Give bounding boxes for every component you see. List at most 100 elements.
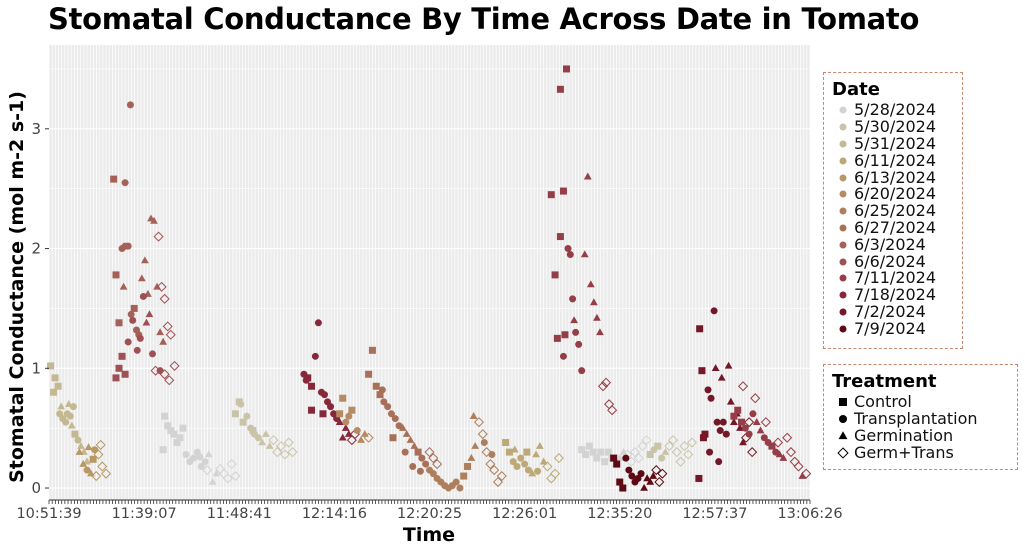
treatment-legend-items: Control Transplantation Germination Germ+Tr… xyxy=(832,394,1011,461)
data-point xyxy=(523,448,531,456)
data-point xyxy=(365,370,373,378)
data-point xyxy=(488,451,496,458)
data-point xyxy=(521,460,529,468)
square-marker-icon xyxy=(832,396,854,408)
data-point xyxy=(129,316,137,324)
data-point xyxy=(395,422,403,430)
data-point xyxy=(569,295,577,303)
series-group xyxy=(47,362,91,465)
data-point xyxy=(756,426,765,434)
data-point xyxy=(551,271,559,279)
data-point xyxy=(473,417,485,428)
data-point xyxy=(597,448,605,456)
date-legend-item: 5/31/2024 xyxy=(832,135,956,153)
data-point xyxy=(319,410,327,418)
data-point xyxy=(616,478,624,486)
data-point xyxy=(287,447,298,458)
data-point xyxy=(140,256,149,264)
data-point xyxy=(57,402,66,410)
data-point xyxy=(54,382,62,390)
data-point xyxy=(734,406,742,414)
data-point xyxy=(641,435,652,446)
series-group xyxy=(695,307,758,482)
date-legend-label: 7/11/2024 xyxy=(854,268,937,288)
data-point xyxy=(604,448,612,456)
y-tick-label: 1 xyxy=(31,359,41,377)
data-point xyxy=(110,175,118,183)
date-legend-item: 6/27/2024 xyxy=(832,219,956,237)
series-group xyxy=(159,412,241,485)
date-legend-label: 5/30/2024 xyxy=(854,117,937,137)
data-point xyxy=(607,405,618,416)
data-point xyxy=(406,435,415,443)
data-point xyxy=(84,443,93,451)
data-point xyxy=(112,271,120,279)
legend-dot-icon xyxy=(832,189,854,199)
data-point xyxy=(428,453,439,464)
data-point xyxy=(775,450,784,458)
data-point xyxy=(372,382,380,390)
data-point xyxy=(83,457,91,465)
legend-dot-icon xyxy=(832,105,854,115)
series-group xyxy=(730,381,812,479)
date-legend-item: 5/30/2024 xyxy=(832,119,956,136)
data-point xyxy=(167,427,175,435)
data-point xyxy=(741,424,749,432)
legend-dot-icon xyxy=(832,240,854,250)
data-point xyxy=(164,422,172,430)
data-point xyxy=(249,427,257,435)
data-point xyxy=(633,453,644,464)
data-point xyxy=(335,418,344,425)
data-point xyxy=(667,435,679,446)
data-point xyxy=(480,439,488,447)
date-legend-item: 6/3/2024 xyxy=(832,236,956,253)
data-point xyxy=(95,439,106,450)
data-point xyxy=(716,427,724,435)
data-point xyxy=(50,388,58,396)
data-point xyxy=(201,458,209,466)
data-point xyxy=(739,438,747,446)
date-legend-item: 6/25/2024 xyxy=(832,203,956,220)
data-point xyxy=(745,430,753,438)
data-point xyxy=(118,352,126,360)
data-point xyxy=(798,471,807,479)
date-legend-label: 7/2/2024 xyxy=(854,301,926,321)
data-point xyxy=(793,461,804,472)
data-point xyxy=(69,403,77,411)
data-point xyxy=(738,418,746,426)
data-point xyxy=(339,394,347,402)
data-point xyxy=(342,418,350,426)
date-legend-item: 7/11/2024 xyxy=(832,270,956,287)
data-point xyxy=(744,417,755,428)
series-group xyxy=(231,398,298,460)
data-point xyxy=(150,216,158,224)
data-point xyxy=(414,448,422,456)
data-point xyxy=(422,460,430,468)
data-point xyxy=(272,447,283,458)
data-point xyxy=(97,461,108,472)
legend-dot-icon xyxy=(832,173,854,183)
legend-dot-icon xyxy=(832,324,854,334)
x-tick-label: 12:57:37 xyxy=(682,506,747,522)
date-legend-label: 6/13/2024 xyxy=(854,167,937,187)
date-legend-label: 6/20/2024 xyxy=(854,184,937,204)
data-point xyxy=(575,340,583,348)
data-point xyxy=(460,472,468,480)
data-point xyxy=(696,325,704,333)
series-group xyxy=(300,319,360,446)
data-point xyxy=(467,453,476,461)
data-point xyxy=(159,337,168,345)
data-point xyxy=(380,398,388,406)
data-point xyxy=(730,412,738,420)
data-point xyxy=(752,418,761,425)
data-point xyxy=(268,435,279,446)
data-point xyxy=(782,432,793,443)
data-point xyxy=(336,410,344,418)
data-point xyxy=(711,364,720,372)
data-point xyxy=(133,346,141,354)
series-group xyxy=(336,394,374,443)
data-point xyxy=(710,307,718,315)
data-point xyxy=(75,447,84,455)
data-point xyxy=(485,459,496,470)
